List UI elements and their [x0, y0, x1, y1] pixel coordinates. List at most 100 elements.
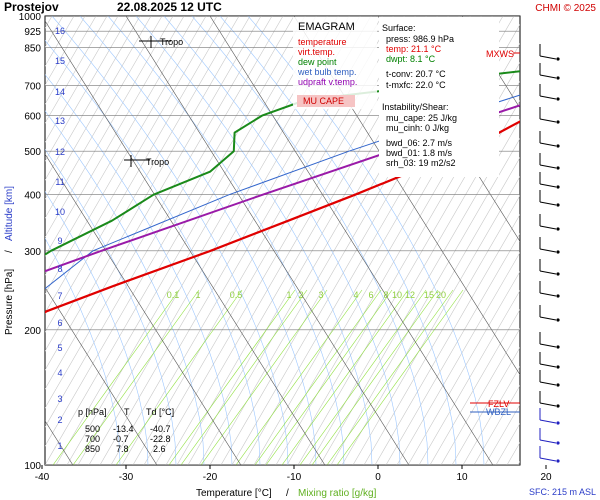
fzlv-label: FZLV	[488, 399, 509, 409]
table-header-p: p [hPa]	[78, 407, 107, 417]
tropo-upper-label: Tropo	[160, 37, 183, 47]
x-axis-label-mixing: Mixing ratio [g/kg]	[298, 488, 377, 499]
dry-adiabat-line	[45, 16, 185, 257]
mixing-ratio-label: 15	[424, 290, 434, 300]
wind-barb	[539, 131, 560, 148]
wind-barb	[539, 428, 560, 445]
series-line-wet-bulb-temp	[45, 94, 520, 290]
levels-table: p [hPa] T Td [°C] 500 -13.4 -40.7 700 -0…	[78, 407, 174, 454]
altitude-tick-label: 13	[55, 116, 65, 126]
dry-adiabat-line	[440, 327, 520, 465]
isotherm-line	[45, 153, 242, 465]
x-tick-label: -40	[35, 472, 50, 483]
moist-adiabat-line	[107, 16, 345, 465]
legend-dew-point: dew point	[298, 57, 337, 67]
wind-barb-dot	[556, 345, 560, 349]
dry-adiabat-line	[45, 16, 119, 143]
wind-barb-flag	[539, 164, 557, 169]
wind-barb-flag	[539, 142, 557, 147]
series-line-dew-point	[45, 70, 520, 256]
wind-barb-flag	[539, 381, 557, 386]
table-cell: 2.6	[153, 444, 166, 454]
table-cell: -40.7	[150, 424, 171, 434]
dry-adiabat-line	[595, 16, 600, 465]
bwd06-value: bwd_06: 2.7 m/s	[386, 138, 453, 148]
dry-adiabat-line	[286, 62, 520, 465]
legend-box	[293, 17, 377, 109]
mixing-ratio-line	[326, 289, 454, 465]
series-line-temperature	[45, 120, 520, 314]
mxws-label: MXWS	[486, 49, 514, 59]
x-tick-label: -20	[203, 472, 218, 483]
wind-barb-dot	[556, 76, 560, 80]
moist-adiabat-line	[163, 16, 401, 465]
wind-barb-flag	[539, 270, 557, 275]
dry-adiabat-line	[45, 16, 97, 105]
mixing-ratio-line	[281, 289, 409, 465]
mixing-ratio-line	[311, 289, 439, 465]
dry-adiabat-line	[374, 213, 520, 465]
dry-adiabat-line	[352, 176, 520, 465]
x-axis-label: Temperature [°C]	[196, 488, 272, 499]
p-tick-label: 600	[24, 112, 41, 123]
moist-adiabat-line	[45, 148, 177, 465]
dry-adiabat-line	[45, 16, 284, 428]
moist-adiabat-line	[45, 74, 233, 465]
table-cell: 850	[85, 444, 100, 454]
wind-barb-dot	[556, 459, 560, 463]
wind-barb-flag	[539, 457, 557, 462]
table-cell: 7.8	[116, 444, 129, 454]
wind-barb-dot	[556, 421, 560, 425]
dry-adiabat-line	[540, 16, 600, 465]
altitude-tick-label: 7	[57, 291, 62, 301]
mucinh-value: mu_cinh: 0 J/kg	[386, 123, 449, 133]
dry-adiabat-line	[297, 81, 520, 465]
wind-barb-flag	[539, 118, 557, 123]
p-tick-label: 925	[24, 27, 41, 38]
surface-press: press: 986.9 hPa	[386, 34, 454, 44]
dry-adiabat-line	[341, 157, 520, 465]
altitude-tick-label: 4	[57, 368, 62, 378]
table-cell: 500	[85, 424, 100, 434]
table-cell: -22.8	[150, 434, 171, 444]
wind-barb-flag	[539, 201, 557, 206]
dry-adiabat-line	[517, 460, 520, 465]
mixing-ratio-label: 1	[286, 290, 291, 300]
table-header-td: Td [°C]	[146, 407, 174, 417]
dry-adiabat-line	[45, 16, 174, 238]
dry-adiabat-line	[407, 270, 520, 465]
moist-adiabat-line	[219, 16, 457, 465]
wind-barb-flag	[539, 419, 557, 424]
dry-adiabat-line	[45, 16, 152, 200]
wind-barb	[539, 370, 560, 387]
wind-barb	[539, 352, 560, 369]
p-tick-label: 850	[24, 44, 41, 55]
wind-barb	[539, 63, 560, 80]
mixing-ratio-line	[168, 289, 296, 465]
mixing-ratio-line	[254, 289, 382, 465]
wind-barb-flag	[539, 183, 557, 188]
wind-barb-dot	[556, 144, 560, 148]
dry-adiabat-line	[573, 16, 600, 465]
dry-adiabat-line	[363, 195, 520, 465]
dry-adiabat-line	[45, 16, 141, 181]
wind-barb	[539, 408, 560, 425]
surface-tmxfc: t-mxfc: 22.0 °C	[386, 80, 446, 90]
surface-dwpt: dwpt: 8.1 °C	[386, 54, 436, 64]
p-tick-label: 1000	[19, 12, 42, 23]
dry-adiabat-line	[45, 16, 251, 371]
dry-adiabat-line	[45, 16, 196, 276]
y-axis-label-altitude: Altitude [km]	[4, 186, 15, 241]
dry-adiabat-line	[45, 16, 163, 219]
altitude-tick-label: 14	[55, 87, 65, 97]
isotherm-line	[209, 16, 494, 465]
mixing-ratio-label: 12	[405, 290, 415, 300]
wind-barb	[539, 391, 560, 408]
dry-adiabat-line	[45, 16, 108, 124]
legend-title: EMAGRAM	[298, 21, 355, 33]
dry-adiabat-line	[66, 16, 328, 465]
surface-heading: Surface:	[382, 23, 416, 33]
x-axis-sep: /	[286, 488, 289, 499]
legend-virt-temp: virt.temp.	[298, 47, 335, 57]
dry-adiabat-line	[385, 232, 520, 465]
